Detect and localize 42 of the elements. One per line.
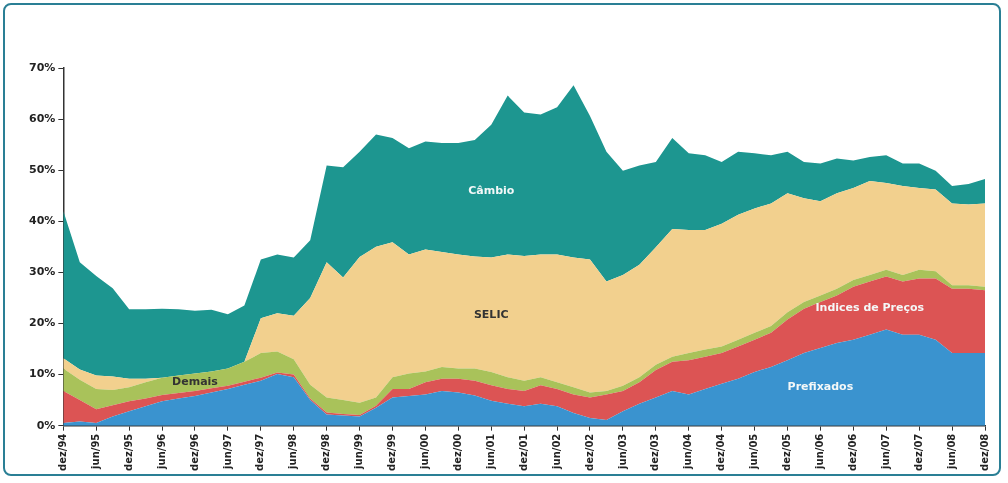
x-tick-label: jun/03 bbox=[616, 433, 628, 470]
x-tick-label: dez/99 bbox=[386, 433, 398, 472]
x-tick-label: jun/99 bbox=[353, 433, 365, 470]
x-tick-label: dez/05 bbox=[781, 433, 793, 472]
x-tick-label: jun/98 bbox=[287, 433, 299, 470]
series-label: Demais bbox=[172, 375, 219, 389]
y-tick-label: 10% bbox=[28, 367, 56, 381]
y-tick-label: 30% bbox=[28, 265, 56, 279]
x-tick-label: dez/97 bbox=[254, 433, 266, 472]
series-label: Indices de Preços bbox=[815, 301, 925, 315]
x-tick-label: dez/01 bbox=[517, 433, 529, 472]
x-tick-label: dez/98 bbox=[320, 433, 332, 472]
series-label: Câmbio bbox=[468, 184, 515, 197]
x-tick-label: dez/07 bbox=[912, 433, 924, 472]
y-tick-label: 20% bbox=[28, 316, 56, 330]
x-tick-label: dez/08 bbox=[978, 433, 990, 472]
x-tick-label: jun/01 bbox=[484, 433, 496, 470]
x-tick-label: jun/97 bbox=[221, 433, 233, 470]
y-tick-label: 60% bbox=[28, 111, 56, 125]
x-tick-label: jun/08 bbox=[945, 433, 957, 470]
x-tick-label: jun/00 bbox=[419, 433, 431, 470]
x-tick-label: dez/04 bbox=[715, 433, 727, 472]
series-label: Prefixados bbox=[787, 379, 854, 393]
x-tick-label: jun/07 bbox=[879, 433, 891, 470]
series-label: SELIC bbox=[473, 307, 509, 321]
x-tick-label: jun/95 bbox=[89, 433, 101, 470]
y-tick-label: 50% bbox=[28, 163, 56, 177]
x-tick-label: dez/02 bbox=[583, 433, 595, 472]
x-tick-label: jun/06 bbox=[814, 433, 826, 470]
y-tick-label: 40% bbox=[28, 214, 56, 228]
x-tick-label: jun/04 bbox=[682, 433, 694, 470]
x-tick-label: dez/06 bbox=[846, 433, 858, 472]
x-tick-label: dez/95 bbox=[122, 433, 134, 472]
x-tick-label: dez/96 bbox=[188, 433, 200, 472]
x-tick-label: jun/02 bbox=[550, 433, 562, 470]
x-tick-label: jun/96 bbox=[155, 433, 167, 470]
x-tick-label: dez/00 bbox=[451, 433, 463, 472]
x-tick-label: dez/03 bbox=[649, 433, 661, 472]
y-tick-label: 70% bbox=[28, 60, 56, 74]
x-tick-label: dez/94 bbox=[56, 433, 68, 472]
x-tick-label: jun/05 bbox=[748, 433, 760, 470]
y-tick-label: 0% bbox=[36, 418, 56, 432]
